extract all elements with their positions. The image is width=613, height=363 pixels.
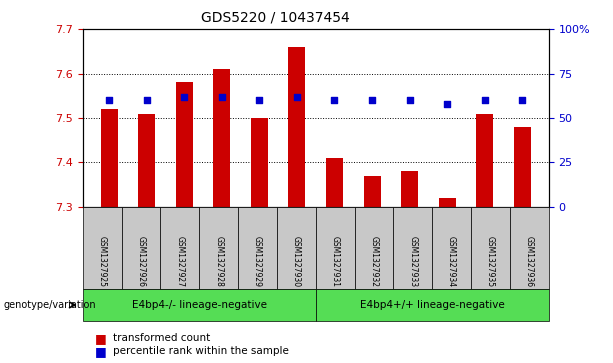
Bar — [289, 47, 305, 207]
Point — [367, 97, 377, 103]
Point — [254, 97, 264, 103]
Bar — [476, 114, 493, 207]
Bar — [364, 176, 381, 207]
Text: GSM1327929: GSM1327929 — [253, 236, 262, 287]
Text: GSM1327936: GSM1327936 — [525, 236, 534, 287]
Bar — [514, 127, 531, 207]
Point — [405, 97, 414, 103]
Bar — [251, 118, 268, 207]
Point — [179, 94, 189, 99]
Text: GDS5220 / 10437454: GDS5220 / 10437454 — [202, 11, 350, 25]
Bar — [176, 82, 192, 207]
Point — [517, 97, 527, 103]
Point — [443, 101, 452, 107]
Text: ■: ■ — [95, 345, 107, 358]
Bar — [401, 171, 418, 207]
Text: GSM1327934: GSM1327934 — [447, 236, 456, 287]
Text: GSM1327931: GSM1327931 — [330, 236, 340, 287]
Text: percentile rank within the sample: percentile rank within the sample — [113, 346, 289, 356]
Point — [330, 97, 340, 103]
Point — [480, 97, 490, 103]
Text: GSM1327930: GSM1327930 — [292, 236, 301, 287]
Text: GSM1327927: GSM1327927 — [175, 236, 185, 287]
Text: E4bp4-/- lineage-negative: E4bp4-/- lineage-negative — [132, 300, 267, 310]
Bar — [213, 69, 230, 207]
Text: GSM1327932: GSM1327932 — [370, 236, 378, 287]
Text: GSM1327935: GSM1327935 — [486, 236, 495, 287]
Text: E4bp4+/+ lineage-negative: E4bp4+/+ lineage-negative — [360, 300, 504, 310]
Bar — [101, 109, 118, 207]
Point — [217, 94, 227, 99]
Text: transformed count: transformed count — [113, 333, 211, 343]
Point — [104, 97, 114, 103]
Text: GSM1327926: GSM1327926 — [137, 236, 145, 287]
Bar — [439, 198, 455, 207]
Text: genotype/variation: genotype/variation — [3, 300, 96, 310]
Bar — [138, 114, 155, 207]
Point — [142, 97, 151, 103]
Text: GSM1327933: GSM1327933 — [408, 236, 417, 287]
Text: GSM1327928: GSM1327928 — [214, 236, 223, 287]
Point — [292, 94, 302, 99]
Text: GSM1327925: GSM1327925 — [97, 236, 107, 287]
Bar — [326, 158, 343, 207]
Text: ■: ■ — [95, 332, 107, 345]
